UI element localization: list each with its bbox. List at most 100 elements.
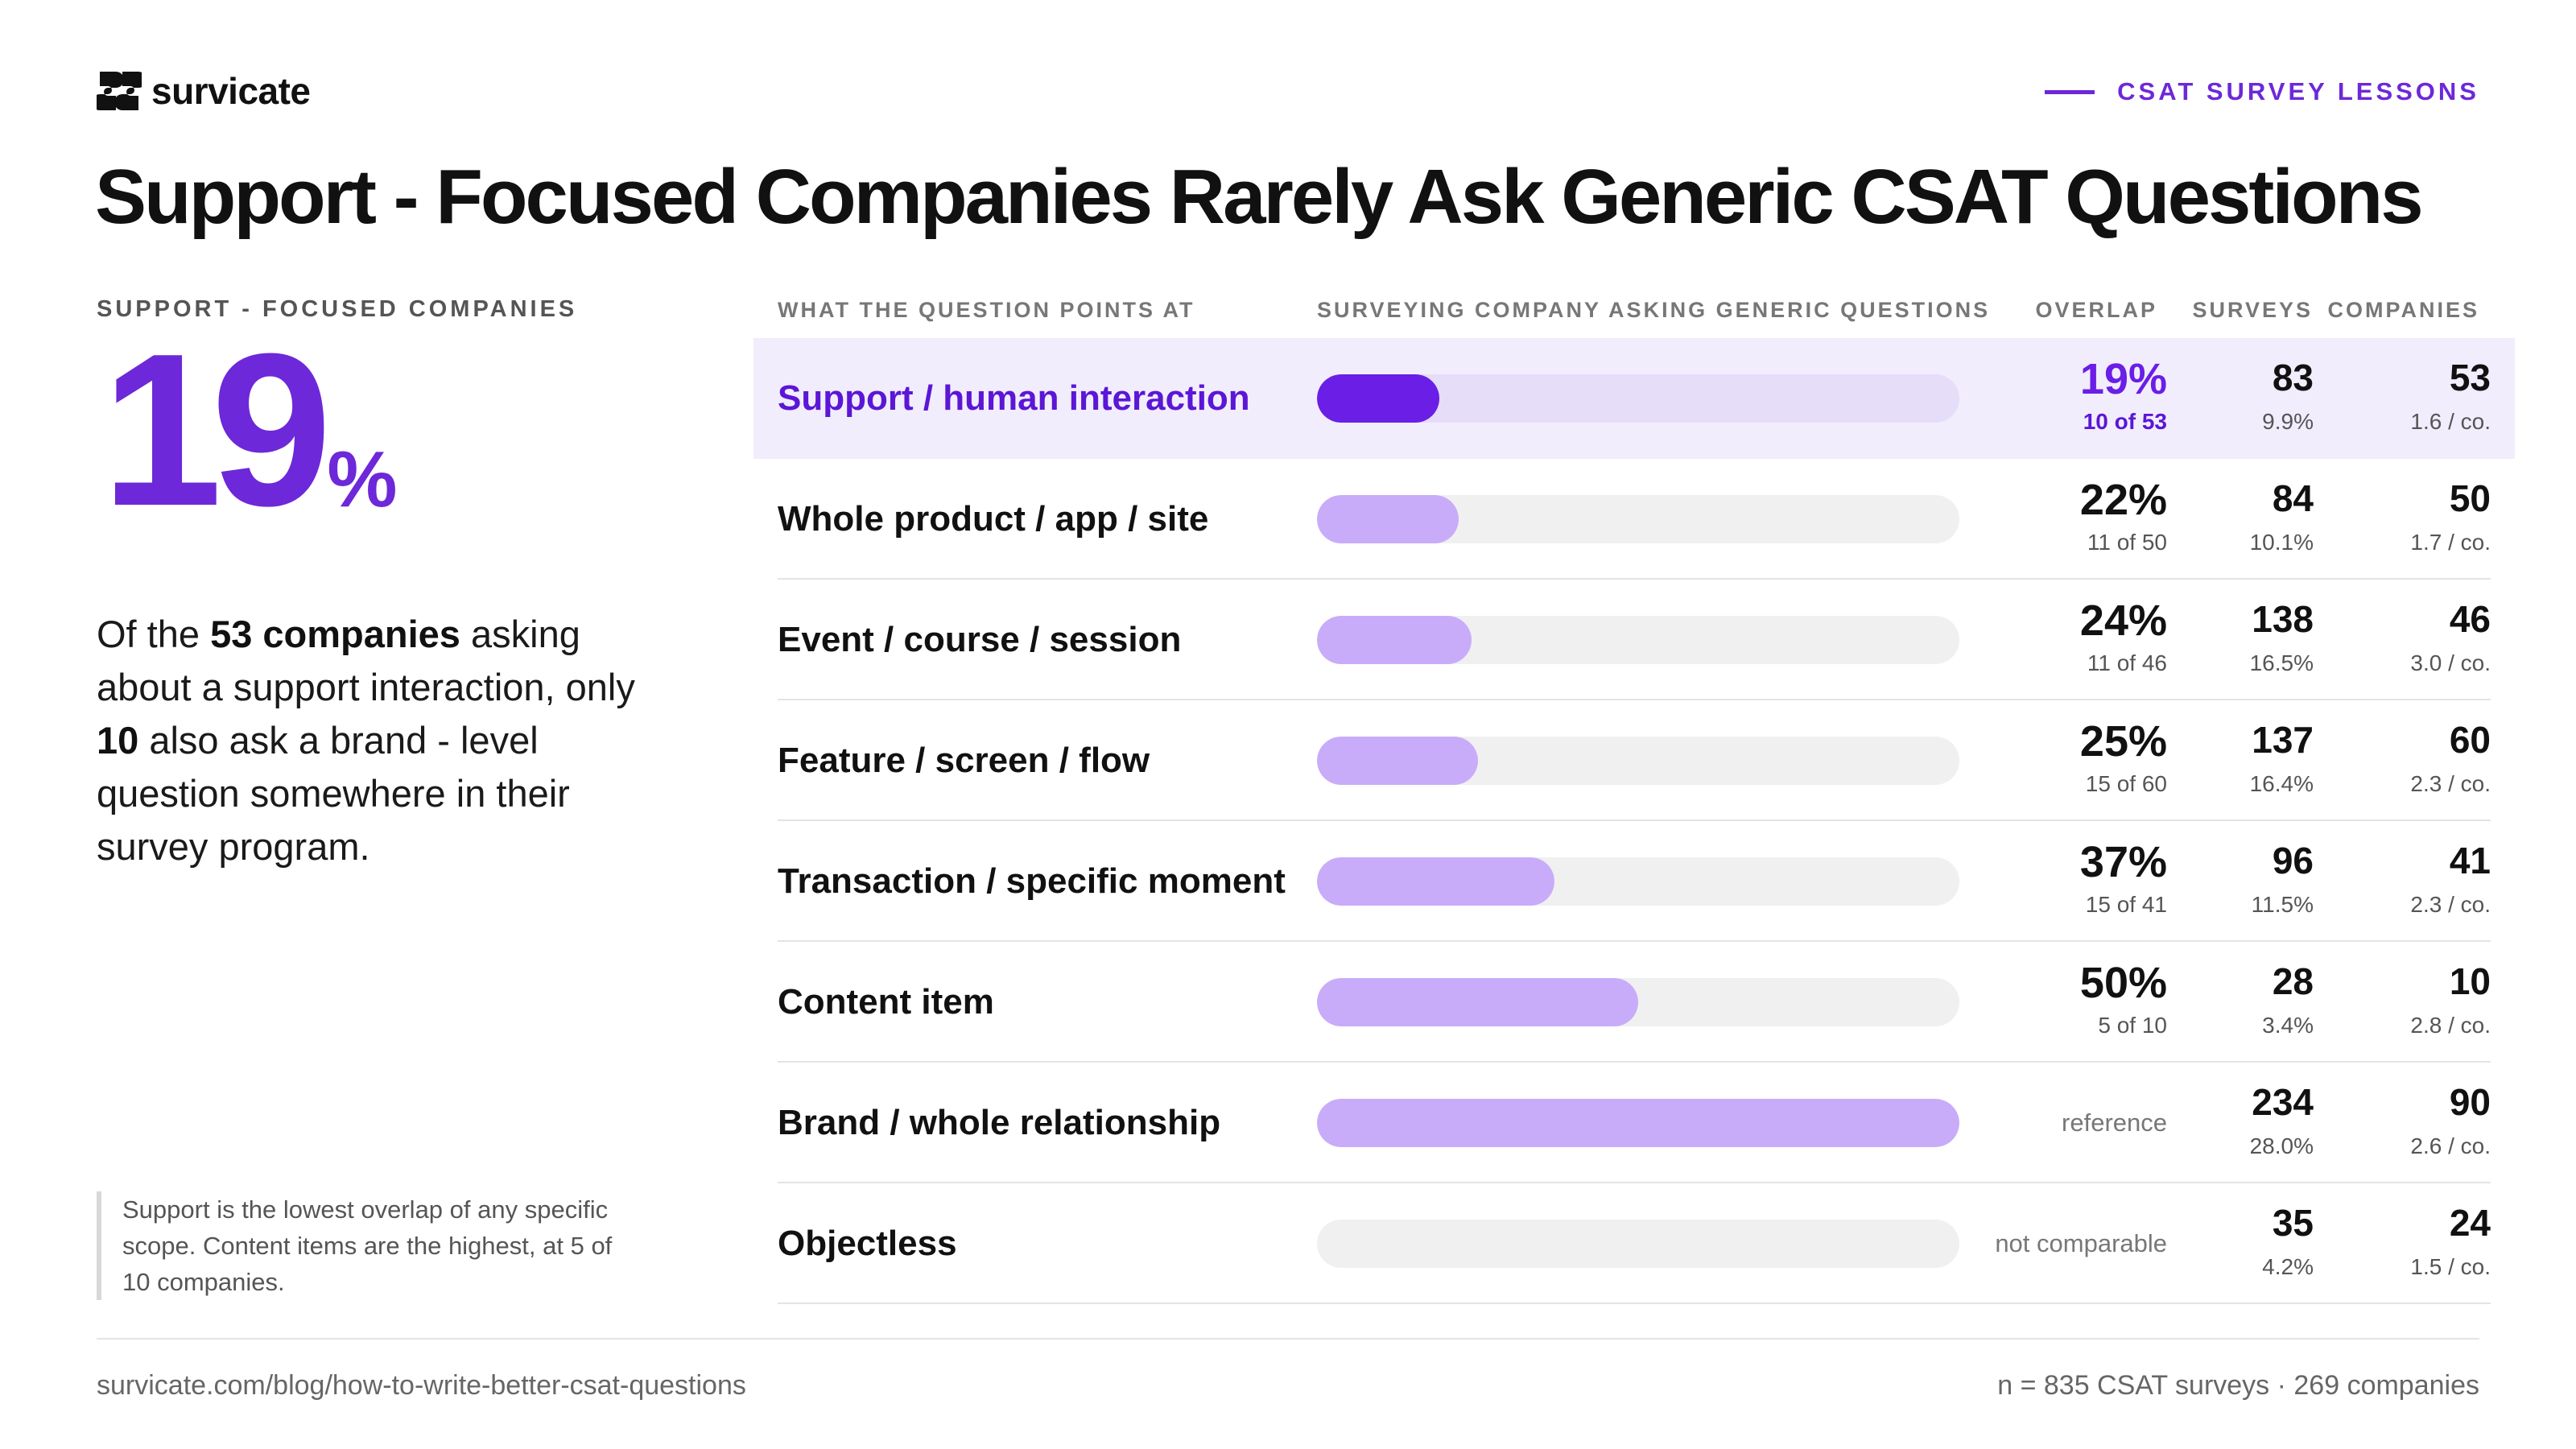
overlap-count: 15 of 60 [2085,771,2167,796]
overlap-bar [1317,857,1555,906]
companies-value: 60 [2449,719,2491,761]
footer-sample-size: n = 835 CSAT surveys · 269 companies [1997,1370,2479,1401]
big-stat: 19 % [101,322,397,539]
surveys-share: 16.5% [2249,650,2314,675]
bar-track [1317,1220,1959,1268]
surveys-value: 84 [2272,477,2314,519]
overlap-count: 5 of 10 [2098,1013,2167,1038]
column-header-overlap: OVERLAP [2035,298,2157,322]
companies-value: 50 [2449,477,2491,519]
surveys-per-company: 2.3 / co. [2410,771,2491,796]
surveys-share: 16.4% [2249,771,2314,796]
column-header-surveys: SURVEYS [2192,298,2313,322]
surveys-value: 83 [2272,357,2314,398]
desc-overlap-count: 10 [97,719,139,762]
table-row: Feature / screen / flow 25% 15 of 60 137 16.… [753,700,2515,821]
row-label: Event / course / session [778,620,1182,659]
surveys-value: 28 [2272,960,2314,1002]
footer-divider [97,1338,2479,1340]
bar-track [1317,1099,1959,1147]
overlap-value: 37% [2079,838,2167,886]
overlap-bar [1317,374,1439,423]
overlap-value: 19% [2079,355,2167,403]
surveys-share: 9.9% [2262,409,2314,434]
surveys-value: 35 [2272,1202,2314,1244]
companies-value: 90 [2449,1081,2491,1123]
table-row: Content item 50% 5 of 10 28 3.4% 10 2.8 / co. [753,942,2515,1063]
surveys-share: 11.5% [2251,892,2314,917]
row-label: Feature / screen / flow [778,741,1150,780]
big-stat-value: 19 [101,309,332,551]
surveys-value: 137 [2252,719,2314,761]
page-title: Support - Focused Companies Rarely Ask G… [95,154,2424,240]
companies-value: 10 [2449,960,2491,1002]
surveys-share: 3.4% [2262,1013,2314,1038]
surveys-per-company: 3.0 / co. [2410,650,2491,675]
stat-description: Of the 53 companies asking about a suppo… [97,613,635,868]
row-divider [778,1061,2491,1063]
survicate-logo-icon [97,72,142,110]
table-row: Brand / whole relationship reference 234 28… [753,1063,2515,1183]
row-divider [778,578,2491,580]
surveys-value: 234 [2252,1081,2314,1123]
desc-companies-count: 53 companies [210,613,460,655]
surveys-share: 10.1% [2249,530,2314,555]
row-label: Whole product / app / site [778,499,1209,539]
stat-label: SUPPORT - FOCUSED COMPANIES [97,296,578,322]
overlap-bar [1317,978,1638,1026]
row-divider [778,940,2491,942]
row-divider [778,1182,2491,1183]
surveys-per-company: 1.7 / co. [2410,530,2491,555]
companies-value: 53 [2449,357,2491,398]
overlap-value: 22% [2079,476,2167,524]
row-label: Transaction / specific moment [778,861,1286,901]
overlap-bar [1317,1099,1959,1147]
column-header-companies: COMPANIES [2327,298,2479,322]
surveys-value: 138 [2252,598,2314,640]
overlap-bar [1317,737,1478,785]
bar-track [1317,616,1959,664]
table-row: Objectless not comparable 35 4.2% 24 1.5 / co… [753,1183,2515,1304]
bar-track [1317,374,1959,423]
overlap-bar [1317,495,1459,543]
surveys-per-company: 1.6 / co. [2410,409,2491,434]
bar-track [1317,978,1959,1026]
side-note: Support is the lowest overlap of any spe… [97,1191,638,1300]
companies-value: 41 [2449,840,2491,881]
row-label: Brand / whole relationship [778,1103,1221,1142]
table-row: Event / course / session 24% 11 of 46 138 16… [753,580,2515,700]
table-row: Transaction / specific moment 37% 15 of 41… [753,821,2515,942]
overlap-count: 15 of 41 [2085,892,2167,917]
surveys-per-company: 2.6 / co. [2410,1133,2491,1158]
column-header-scope: WHAT THE QUESTION POINTS AT [778,298,1195,322]
overlap-bar [1317,616,1472,664]
surveys-share: 28.0% [2249,1133,2314,1158]
table-row: Whole product / app / site 22% 11 of 50 84 1… [753,459,2515,580]
overlap-value: 24% [2079,597,2167,645]
surveys-per-company: 2.8 / co. [2410,1013,2491,1038]
overlap-note: reference [2062,1108,2167,1137]
overlap-value: 50% [2079,959,2167,1007]
overlap-count: 10 of 53 [2083,409,2167,434]
row-label: Content item [778,982,994,1022]
overlap-note: not comparable [1995,1229,2167,1257]
overlap-count: 11 of 50 [2087,530,2167,555]
surveys-per-company: 2.3 / co. [2410,892,2491,917]
companies-value: 46 [2449,598,2491,640]
row-label: Objectless [778,1224,957,1263]
bar-track [1317,495,1959,543]
table-row: Support / human interaction 19% 10 of 53 83… [753,338,2515,459]
surveys-per-company: 1.5 / co. [2410,1254,2491,1279]
bar-track [1317,737,1959,785]
overlap-count: 11 of 46 [2087,650,2167,675]
bar-track [1317,857,1959,906]
row-label: Support / human interaction [778,378,1250,418]
section-kicker: CSAT SURVEY LESSONS [2045,77,2479,106]
big-stat-unit: % [327,435,398,523]
footer-source: survicate.com/blog/how-to-write-better-c… [97,1370,746,1401]
row-divider [778,1302,2491,1304]
brand-name: survicate [151,70,311,112]
row-divider [778,699,2491,700]
overlap-value: 25% [2079,717,2167,766]
brand-logo: survicate [97,68,311,114]
